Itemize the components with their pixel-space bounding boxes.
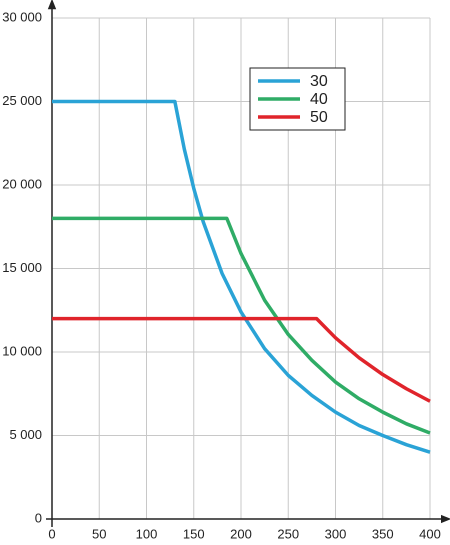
y-tick-label: 30 000: [2, 9, 42, 24]
y-tick-label: 0: [35, 510, 42, 525]
legend-label: 30: [310, 73, 328, 90]
series-line: [52, 316, 431, 403]
y-tick-label: 15 000: [2, 260, 42, 275]
legend-label: 50: [310, 109, 328, 126]
legend-label: 40: [310, 91, 328, 108]
x-tick-label: 50: [92, 526, 106, 540]
y-tick-label: 5 000: [9, 427, 42, 442]
y-tick-label: 25 000: [2, 93, 42, 108]
x-tick-label: 150: [183, 526, 205, 540]
series-line: [52, 216, 431, 435]
series-line: [52, 99, 431, 454]
x-tick-label: 350: [372, 526, 394, 540]
x-tick-label: 100: [136, 526, 158, 540]
x-tick-label: 200: [230, 526, 252, 540]
x-tick-label: 250: [277, 526, 299, 540]
y-tick-label: 10 000: [2, 343, 42, 358]
x-tick-label: 0: [48, 526, 55, 540]
x-tick-label: 400: [419, 526, 441, 540]
y-tick-label: 20 000: [2, 176, 42, 191]
x-tick-label: 300: [325, 526, 347, 540]
